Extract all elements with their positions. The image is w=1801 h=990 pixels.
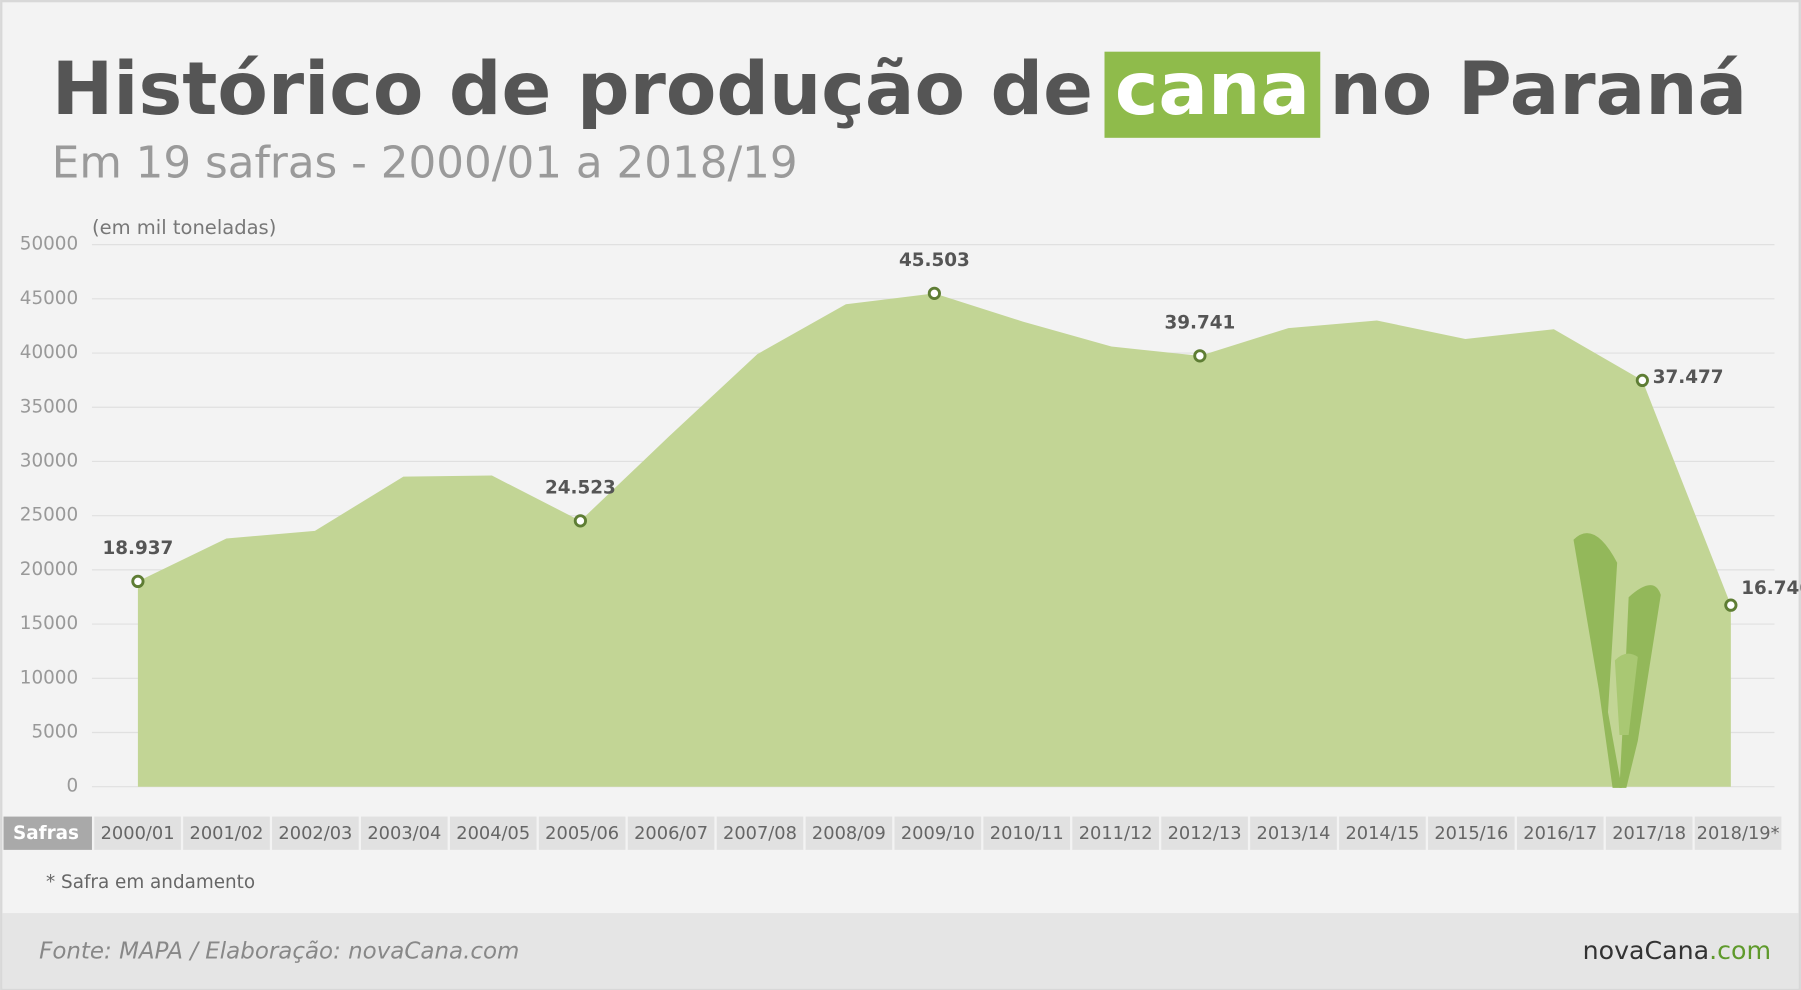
logo-part: nova [1583, 936, 1645, 965]
x-cell [449, 816, 537, 850]
x-tick-label: 2006/07 [634, 823, 708, 844]
marker [573, 514, 587, 528]
cane-icon [1573, 533, 1661, 788]
x-cell [1428, 816, 1515, 850]
x-tick-label: 2000/01 [101, 823, 175, 844]
value-label: 37.477 [1653, 367, 1724, 388]
logo-part: .com [1709, 936, 1771, 965]
logo: novaCana.com [1583, 936, 1771, 965]
y-tick-label: 15000 [20, 613, 78, 634]
x-header-cell [3, 816, 92, 850]
value-label: 24.523 [545, 478, 616, 499]
x-axis-label: Safras [13, 823, 79, 844]
marker [927, 286, 941, 300]
x-cell [1072, 816, 1159, 850]
x-cell [361, 816, 448, 850]
y-tick-label: 5000 [31, 722, 78, 743]
x-cell [983, 816, 1071, 850]
x-tick-label: 2004/05 [456, 823, 530, 844]
x-cell [1250, 816, 1337, 850]
cane-stalk [1614, 653, 1638, 736]
y-axis-label: (em mil toneladas) [92, 216, 276, 239]
x-cell [627, 816, 715, 850]
x-cell [894, 816, 982, 850]
x-cell [272, 816, 359, 850]
y-tick-label: 50000 [20, 234, 78, 255]
x-cell [1516, 816, 1604, 850]
y-tick-label: 20000 [20, 559, 78, 580]
footer-band [2, 913, 1799, 989]
y-tick-label: 10000 [20, 667, 78, 688]
x-tick-label: 2002/03 [278, 823, 352, 844]
title-highlight [1104, 51, 1321, 138]
value-label: 16.746 [1741, 578, 1801, 599]
y-tick-label: 0 [66, 776, 78, 797]
x-cell [94, 816, 181, 850]
chart-subtitle: Em 19 safras - 2000/01 a 2018/19 [52, 137, 798, 188]
x-tick-label: 2003/04 [367, 823, 441, 844]
area [137, 293, 1731, 787]
x-cell [805, 816, 893, 850]
x-cell [1161, 816, 1248, 850]
y-tick-label: 40000 [20, 342, 78, 363]
x-tick-label: 2015/16 [1434, 823, 1508, 844]
logo-part: Cana [1644, 936, 1709, 965]
y-tick-label: 45000 [20, 288, 78, 309]
value-label: 45.503 [899, 250, 970, 271]
x-tick-label: 2017/18 [1612, 823, 1686, 844]
chart-title: Histórico de produção de [52, 47, 1093, 132]
cane-stalk [1573, 533, 1622, 788]
x-tick-label: 2013/14 [1257, 823, 1331, 844]
x-cell [538, 816, 626, 850]
x-tick-label: 2005/06 [545, 823, 619, 844]
x-tick-label: 2012/13 [1168, 823, 1242, 844]
plot: 0 5000 10000 15000 20000 25000 30000 35000 40000… [20, 234, 1801, 850]
value-label: 39.741 [1164, 313, 1235, 334]
marker [131, 574, 145, 589]
x-tick-label: 2011/12 [1079, 823, 1153, 844]
x-cell [183, 816, 270, 850]
y-tick-label: 35000 [20, 396, 78, 417]
marker [1635, 373, 1649, 388]
x-cell [716, 816, 804, 850]
chart-title: no Paraná [1329, 47, 1747, 132]
y-tick-label: 30000 [20, 450, 78, 471]
x-tick-label: 2010/11 [990, 823, 1064, 844]
x-tick-label: 2009/10 [901, 823, 975, 844]
x-cell [1339, 816, 1426, 850]
x-cell [1694, 816, 1782, 850]
x-cell [1605, 816, 1693, 850]
x-tick-label: 2008/09 [812, 823, 886, 844]
marker [1193, 349, 1207, 363]
marker [1724, 598, 1738, 612]
chart-title-highlight: cana [1115, 47, 1310, 132]
x-tick-label: 2001/02 [190, 823, 264, 844]
source: Fonte: MAPA / Elaboração: novaCana.com [39, 939, 519, 965]
x-tick-label: 2016/17 [1523, 823, 1597, 844]
x-tick-label: 2007/08 [723, 823, 797, 844]
cane-stalk [1619, 585, 1661, 788]
x-tick-label: 2018/19* [1697, 823, 1780, 844]
x-tick-label: 2014/15 [1345, 823, 1419, 844]
footnote: * Safra em andamento [46, 872, 255, 893]
y-tick-label: 25000 [20, 505, 78, 526]
value-label: 18.937 [102, 538, 173, 559]
